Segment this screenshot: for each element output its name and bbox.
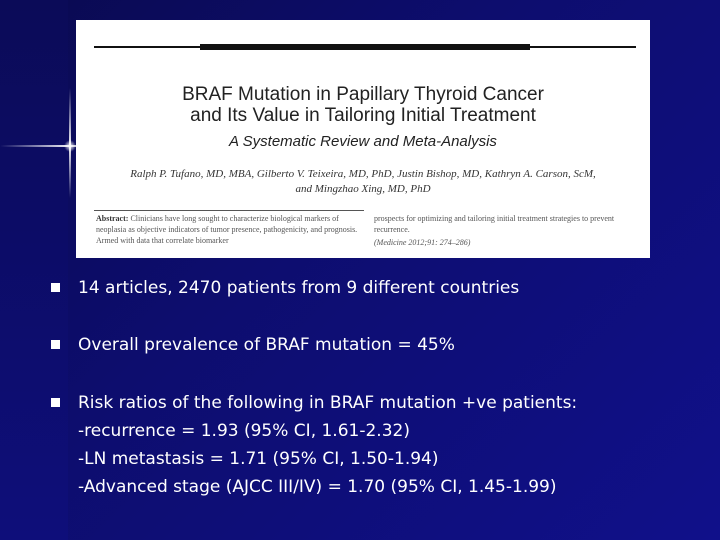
article-abstract-continued: prospects for optimizing and tailoring i… xyxy=(374,213,642,248)
bullet-square-icon xyxy=(51,340,60,349)
abstract-right-text: prospects for optimizing and tailoring i… xyxy=(374,214,615,234)
article-citation: (Medicine 2012;91: 274–286) xyxy=(374,238,471,247)
bullet-text: Risk ratios of the following in BRAF mut… xyxy=(78,389,577,501)
sparkle-decoration-center xyxy=(64,140,76,152)
article-abstract: Abstract: Clinicians have long sought to… xyxy=(96,213,358,258)
bullet-line: 14 articles, 2470 patients from 9 differ… xyxy=(78,278,520,298)
slide-left-band xyxy=(0,0,68,540)
bullet-text: Overall prevalence of BRAF mutation = 45… xyxy=(78,331,455,359)
bullet-subline-ln-metastasis: -LN metastasis = 1.71 (95% CI, 1.50-1.94… xyxy=(78,449,439,469)
bullet-subline-advanced-stage: -Advanced stage (AJCC III/IV) = 1.70 (95… xyxy=(78,477,557,497)
bullet-line: Overall prevalence of BRAF mutation = 45… xyxy=(78,335,455,355)
bullet-item-articles: 14 articles, 2470 patients from 9 differ… xyxy=(51,274,519,302)
article-title: BRAF Mutation in Papillary Thyroid Cance… xyxy=(76,84,650,126)
sparkle-decoration-horizontal xyxy=(0,145,120,147)
article-authors-line-1: Ralph P. Tufano, MD, MBA, Gilberto V. Te… xyxy=(130,168,596,180)
bullet-square-icon xyxy=(51,283,60,292)
article-authors: Ralph P. Tufano, MD, MBA, Gilberto V. Te… xyxy=(86,167,640,197)
article-top-rule-thick xyxy=(200,44,530,50)
bullet-text: 14 articles, 2470 patients from 9 differ… xyxy=(78,274,519,302)
article-title-line-2: and Its Value in Tailoring Initial Treat… xyxy=(190,105,536,126)
abstract-label: Abstract: xyxy=(96,214,129,223)
bullet-line: Risk ratios of the following in BRAF mut… xyxy=(78,393,578,413)
bullet-item-risk-ratios: Risk ratios of the following in BRAF mut… xyxy=(51,389,577,501)
bullet-square-icon xyxy=(51,398,60,407)
article-authors-line-2: and Mingzhao Xing, MD, PhD xyxy=(295,183,431,195)
article-subtitle: A Systematic Review and Meta-Analysis xyxy=(229,133,497,150)
abstract-divider xyxy=(94,210,364,211)
abstract-text: Clinicians have long sought to character… xyxy=(96,214,358,245)
article-title-line-1: BRAF Mutation in Papillary Thyroid Cance… xyxy=(182,84,544,105)
bullet-subline-recurrence: -recurrence = 1.93 (95% CI, 1.61-2.32) xyxy=(78,421,410,441)
bullet-item-prevalence: Overall prevalence of BRAF mutation = 45… xyxy=(51,331,455,359)
article-header-image: BRAF Mutation in Papillary Thyroid Cance… xyxy=(76,20,650,258)
